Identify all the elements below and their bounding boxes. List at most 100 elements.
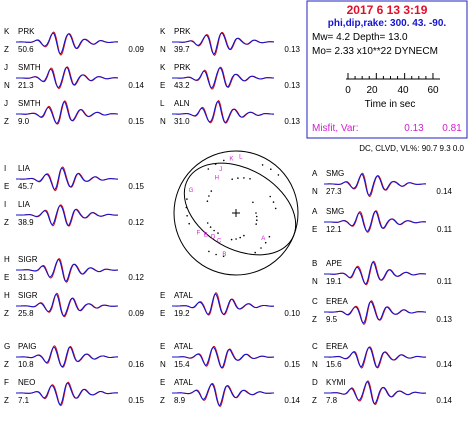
trace-component: Z [160, 396, 165, 405]
misfit-label: Misfit, Var: [312, 123, 358, 134]
trace-station: ATAL [174, 378, 193, 387]
trace-panel-smth-n: J SMTH N 21.3 0.14 [4, 63, 145, 90]
station-mark-h: H [215, 176, 219, 182]
trace-panel-atal-n: E ATAL N 15.4 0.15 [160, 342, 301, 369]
synthetic-waveform [324, 347, 426, 369]
trace-panel-smth-z: J SMTH Z 9.0 0.15 [4, 99, 145, 126]
synthetic-waveform [172, 293, 274, 315]
trace-panel-lia-e: I LIA E 45.7 0.15 [4, 164, 145, 192]
trace-misfit: 0.16 [128, 360, 144, 369]
nodal-plane [183, 162, 297, 256]
trace-distance: 19.2 [174, 309, 190, 318]
trace-distance: 9.0 [18, 117, 30, 126]
polarity-dot [213, 229, 215, 232]
polarity-dot [252, 201, 254, 204]
trace-panel-prk-z: K PRK Z 50.6 0.09 [4, 27, 145, 56]
trace-panel-prk-e: K PRK E 43.2 0.13 [160, 63, 301, 90]
trace-station: PRK [18, 27, 35, 36]
polarity-dot [237, 177, 239, 179]
trace-component: Z [312, 396, 317, 405]
trace-panel-erea-z: C EREA Z 9.5 0.13 [312, 297, 453, 325]
synthetic-waveform [16, 382, 118, 406]
trace-panel-sigr-z: H SIGR Z 25.8 0.09 [4, 291, 145, 318]
trace-distance: 8.9 [174, 396, 186, 405]
trace-misfit: 0.15 [128, 117, 144, 126]
trace-misfit: 0.09 [128, 309, 144, 318]
polarity-dot [214, 163, 217, 165]
trace-misfit: 0.10 [284, 309, 300, 318]
trace-component: E [4, 273, 9, 282]
trace-station: SIGR [18, 291, 38, 300]
trace-distance: 7.1 [18, 396, 30, 405]
trace-letter: B [312, 259, 317, 268]
polarity-dot [223, 159, 225, 162]
polarity-dot [260, 247, 262, 249]
date-time: 2017 6 13 3:19 [347, 3, 428, 17]
trace-misfit: 0.11 [437, 277, 453, 286]
trace-misfit: 0.13 [436, 315, 452, 324]
station-mark-k: K [229, 157, 233, 163]
time-scale-tick-40: 40 [397, 85, 409, 96]
trace-component: E [312, 225, 317, 234]
trace-distance: 7.8 [326, 396, 338, 405]
trace-station: KYMI [326, 378, 346, 387]
synthetic-waveform [324, 301, 426, 324]
trace-distance: 45.7 [18, 182, 34, 191]
trace-component: N [312, 187, 318, 196]
trace-station: NEO [18, 378, 35, 387]
trace-station: SMG [326, 169, 344, 178]
waveform-traces: K PRK Z 50.6 0.09 J SMTH N 21.3 0.14 J SMTH Z 9.0 0.15… [4, 27, 453, 408]
trace-distance: 15.4 [174, 360, 190, 369]
synthetic-waveform [16, 66, 118, 88]
synthetic-waveform [16, 293, 118, 317]
polarity-dot [206, 200, 209, 202]
trace-misfit: 0.11 [437, 225, 453, 234]
polarity-dot [269, 195, 272, 198]
trace-station: SMTH [18, 99, 41, 108]
trace-station: SIGR [18, 255, 38, 264]
trace-component: N [312, 360, 318, 369]
synthetic-waveform [324, 381, 426, 405]
trace-component: E [160, 309, 165, 318]
polarity-dot [274, 207, 277, 210]
station-mark-a: A [261, 236, 265, 242]
info-box: 2017 6 13 3:19 phi,dip,rake: 300. 43. -9… [306, 0, 468, 139]
polarity-dot [185, 206, 188, 209]
trace-panel-aln-n: L ALN N 31.0 0.13 [160, 99, 301, 126]
trace-letter: C [312, 297, 318, 306]
trace-distance: 38.9 [18, 218, 34, 227]
trace-letter: F [4, 378, 9, 387]
trace-component: Z [4, 45, 9, 54]
time-scale-tick-0: 0 [345, 85, 351, 96]
synthetic-waveform [172, 100, 274, 123]
time-scale: 0 20 40 60 Time in sec [345, 73, 440, 110]
trace-misfit: 0.14 [436, 187, 452, 196]
trace-panel-ape-n: B APE N 19.1 0.11 [312, 259, 453, 286]
synthetic-waveform [172, 67, 274, 89]
trace-component: N [160, 117, 166, 126]
synthetic-waveform [172, 346, 275, 369]
trace-component: Z [312, 315, 317, 324]
polarity-dot [268, 235, 271, 238]
trace-misfit: 0.09 [128, 45, 144, 54]
dc-clvd-vl-line: DC, CLVD, VL%: 90.7 9.3 0.0 [359, 144, 464, 153]
trace-station: APE [326, 259, 342, 268]
trace-component: Z [4, 218, 9, 227]
polarity-dot [217, 232, 219, 234]
polarity-dot [255, 212, 257, 214]
trace-station: ALN [174, 99, 190, 108]
trace-panel-atal-z: E ATAL Z 8.9 0.14 [160, 378, 301, 408]
trace-letter: K [160, 27, 166, 36]
synthetic-waveform [16, 258, 119, 282]
trace-panel-lia-z: I LIA Z 38.9 0.12 [4, 200, 145, 227]
trace-station: PRK [174, 63, 191, 72]
trace-distance: 15.6 [326, 360, 342, 369]
trace-misfit: 0.12 [128, 273, 144, 282]
trace-panel-atal-e: E ATAL E 19.2 0.10 [160, 291, 301, 318]
polarity-dot [255, 223, 257, 225]
trace-misfit: 0.15 [284, 360, 300, 369]
misfit-value: 0.13 [404, 123, 424, 134]
polarity-dot [186, 215, 188, 217]
